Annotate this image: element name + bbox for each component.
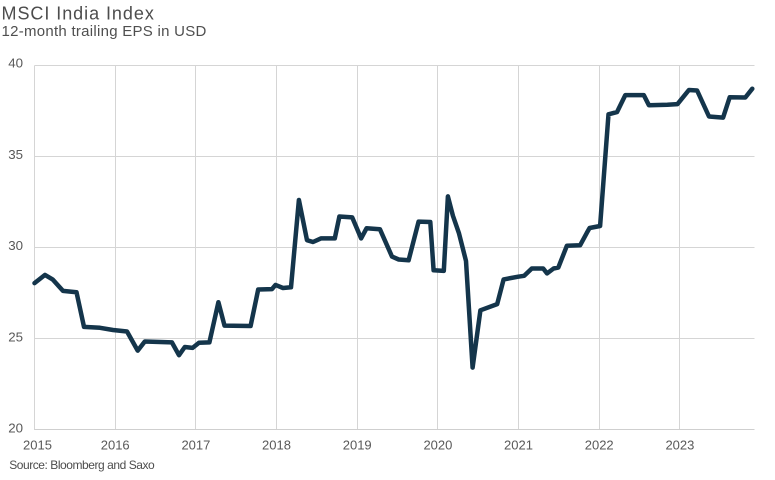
- svg-text:2015: 2015: [23, 438, 52, 453]
- svg-text:2018: 2018: [262, 438, 291, 453]
- svg-text:35: 35: [8, 147, 23, 162]
- svg-text:2023: 2023: [665, 438, 694, 453]
- svg-text:2016: 2016: [101, 438, 130, 453]
- svg-text:2020: 2020: [423, 438, 452, 453]
- svg-text:MSCI India Index: MSCI India Index: [2, 4, 155, 24]
- svg-text:20: 20: [8, 421, 23, 436]
- svg-text:2017: 2017: [181, 438, 210, 453]
- svg-text:2021: 2021: [504, 438, 533, 453]
- svg-text:2019: 2019: [343, 438, 372, 453]
- svg-text:40: 40: [8, 56, 23, 71]
- svg-text:Source: Bloomberg and Saxo: Source: Bloomberg and Saxo: [9, 458, 155, 472]
- svg-text:30: 30: [8, 238, 23, 253]
- svg-text:2022: 2022: [585, 438, 614, 453]
- svg-text:12-month trailing EPS in USD: 12-month trailing EPS in USD: [2, 23, 207, 40]
- svg-text:25: 25: [8, 329, 23, 344]
